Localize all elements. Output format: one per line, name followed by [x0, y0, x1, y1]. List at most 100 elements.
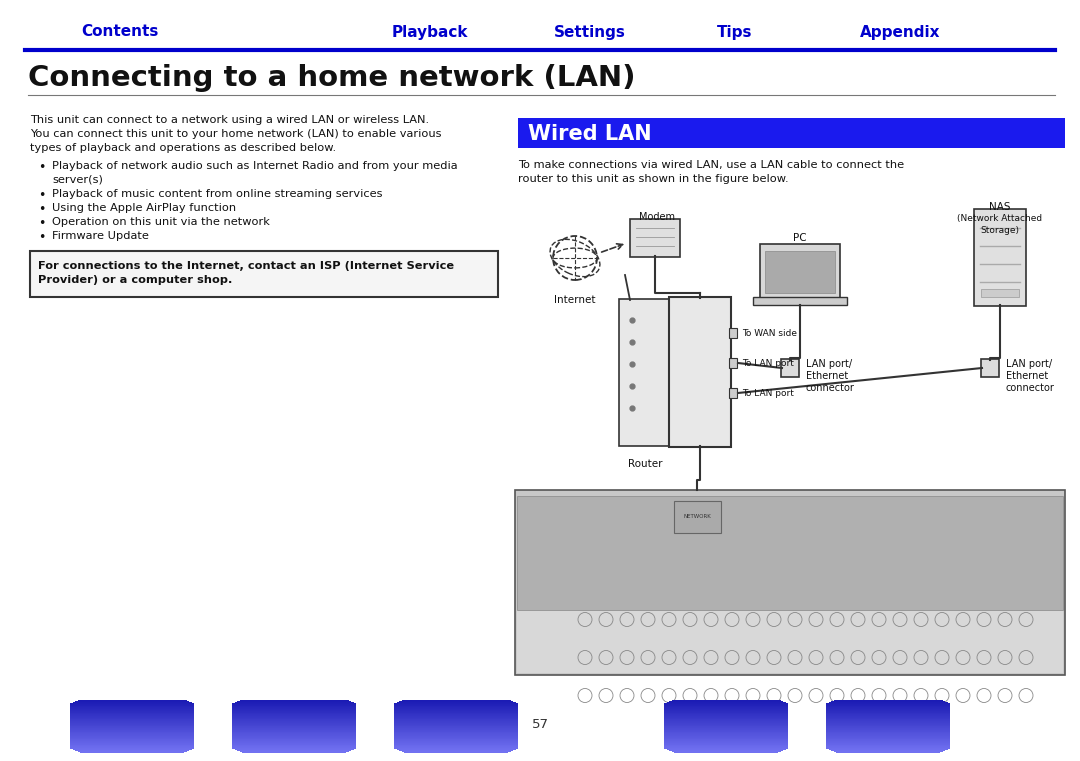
FancyBboxPatch shape	[232, 705, 356, 708]
FancyBboxPatch shape	[826, 712, 950, 715]
FancyBboxPatch shape	[394, 705, 518, 708]
FancyBboxPatch shape	[70, 732, 194, 734]
FancyBboxPatch shape	[70, 731, 194, 733]
FancyBboxPatch shape	[826, 715, 950, 717]
FancyBboxPatch shape	[826, 722, 950, 724]
FancyBboxPatch shape	[826, 740, 950, 742]
Text: To make connections via wired LAN, use a LAN cable to connect the: To make connections via wired LAN, use a…	[518, 160, 904, 170]
FancyBboxPatch shape	[70, 740, 194, 742]
FancyBboxPatch shape	[394, 736, 518, 737]
FancyBboxPatch shape	[664, 730, 788, 731]
FancyBboxPatch shape	[664, 731, 788, 734]
FancyBboxPatch shape	[394, 712, 518, 714]
Text: Playback of music content from online streaming services: Playback of music content from online st…	[52, 189, 382, 199]
FancyBboxPatch shape	[232, 724, 356, 727]
FancyBboxPatch shape	[232, 719, 356, 721]
FancyBboxPatch shape	[70, 719, 194, 721]
FancyBboxPatch shape	[70, 721, 194, 722]
FancyBboxPatch shape	[70, 747, 194, 749]
FancyBboxPatch shape	[70, 737, 194, 739]
FancyBboxPatch shape	[70, 716, 194, 718]
FancyBboxPatch shape	[826, 734, 950, 736]
FancyBboxPatch shape	[70, 724, 194, 727]
FancyBboxPatch shape	[664, 740, 788, 741]
FancyBboxPatch shape	[664, 731, 788, 733]
FancyBboxPatch shape	[394, 707, 518, 709]
FancyBboxPatch shape	[232, 718, 356, 720]
FancyBboxPatch shape	[826, 734, 950, 735]
FancyBboxPatch shape	[664, 738, 788, 740]
FancyBboxPatch shape	[232, 716, 356, 718]
FancyBboxPatch shape	[232, 744, 356, 747]
FancyBboxPatch shape	[394, 724, 518, 727]
FancyBboxPatch shape	[70, 713, 194, 715]
FancyBboxPatch shape	[664, 705, 788, 706]
FancyBboxPatch shape	[70, 728, 194, 729]
FancyBboxPatch shape	[664, 728, 788, 730]
FancyBboxPatch shape	[394, 715, 518, 717]
FancyBboxPatch shape	[394, 740, 518, 742]
FancyBboxPatch shape	[70, 747, 194, 748]
FancyBboxPatch shape	[664, 737, 788, 739]
FancyBboxPatch shape	[664, 707, 788, 709]
FancyBboxPatch shape	[72, 748, 192, 750]
FancyBboxPatch shape	[826, 743, 950, 746]
FancyBboxPatch shape	[828, 702, 948, 704]
FancyBboxPatch shape	[232, 728, 356, 730]
FancyBboxPatch shape	[674, 699, 779, 702]
FancyBboxPatch shape	[826, 719, 950, 721]
Text: Contents: Contents	[81, 24, 159, 40]
FancyBboxPatch shape	[729, 388, 737, 398]
FancyBboxPatch shape	[232, 742, 356, 743]
FancyBboxPatch shape	[70, 743, 194, 746]
FancyBboxPatch shape	[232, 708, 356, 710]
FancyBboxPatch shape	[664, 721, 788, 722]
FancyBboxPatch shape	[404, 750, 509, 753]
FancyBboxPatch shape	[826, 742, 950, 743]
FancyBboxPatch shape	[826, 732, 950, 734]
FancyBboxPatch shape	[70, 730, 194, 731]
Text: Appendix: Appendix	[860, 24, 941, 40]
FancyBboxPatch shape	[232, 731, 356, 733]
FancyBboxPatch shape	[394, 703, 518, 705]
FancyBboxPatch shape	[70, 704, 194, 705]
FancyBboxPatch shape	[232, 730, 356, 731]
FancyBboxPatch shape	[232, 704, 356, 705]
FancyBboxPatch shape	[974, 209, 1026, 306]
FancyBboxPatch shape	[394, 722, 518, 724]
Text: (Network Attached: (Network Attached	[958, 214, 1042, 223]
FancyBboxPatch shape	[70, 728, 194, 730]
Text: Tips: Tips	[717, 24, 753, 40]
FancyBboxPatch shape	[394, 713, 518, 715]
FancyBboxPatch shape	[664, 706, 788, 708]
FancyBboxPatch shape	[753, 297, 847, 305]
FancyBboxPatch shape	[394, 721, 518, 723]
FancyBboxPatch shape	[70, 743, 194, 745]
FancyBboxPatch shape	[664, 743, 788, 746]
Text: Modem: Modem	[639, 212, 675, 222]
FancyBboxPatch shape	[672, 700, 781, 702]
FancyBboxPatch shape	[828, 748, 948, 750]
FancyBboxPatch shape	[664, 737, 788, 740]
FancyBboxPatch shape	[826, 729, 950, 731]
FancyBboxPatch shape	[664, 724, 788, 727]
FancyBboxPatch shape	[394, 704, 518, 705]
Text: types of playback and operations as described below.: types of playback and operations as desc…	[30, 143, 336, 153]
FancyBboxPatch shape	[232, 709, 356, 711]
FancyBboxPatch shape	[826, 731, 950, 733]
FancyBboxPatch shape	[394, 746, 518, 747]
FancyBboxPatch shape	[518, 118, 1065, 148]
Text: Wired LAN: Wired LAN	[528, 124, 651, 144]
FancyBboxPatch shape	[664, 743, 788, 745]
Text: Internet: Internet	[554, 295, 596, 305]
FancyBboxPatch shape	[672, 750, 781, 752]
FancyBboxPatch shape	[669, 297, 731, 447]
FancyBboxPatch shape	[232, 717, 356, 718]
FancyBboxPatch shape	[826, 711, 950, 712]
FancyBboxPatch shape	[394, 726, 518, 728]
Text: Playback: Playback	[392, 24, 469, 40]
FancyBboxPatch shape	[394, 728, 518, 730]
FancyBboxPatch shape	[832, 701, 945, 703]
FancyBboxPatch shape	[394, 718, 518, 720]
Text: Firmware Update: Firmware Update	[52, 231, 149, 241]
